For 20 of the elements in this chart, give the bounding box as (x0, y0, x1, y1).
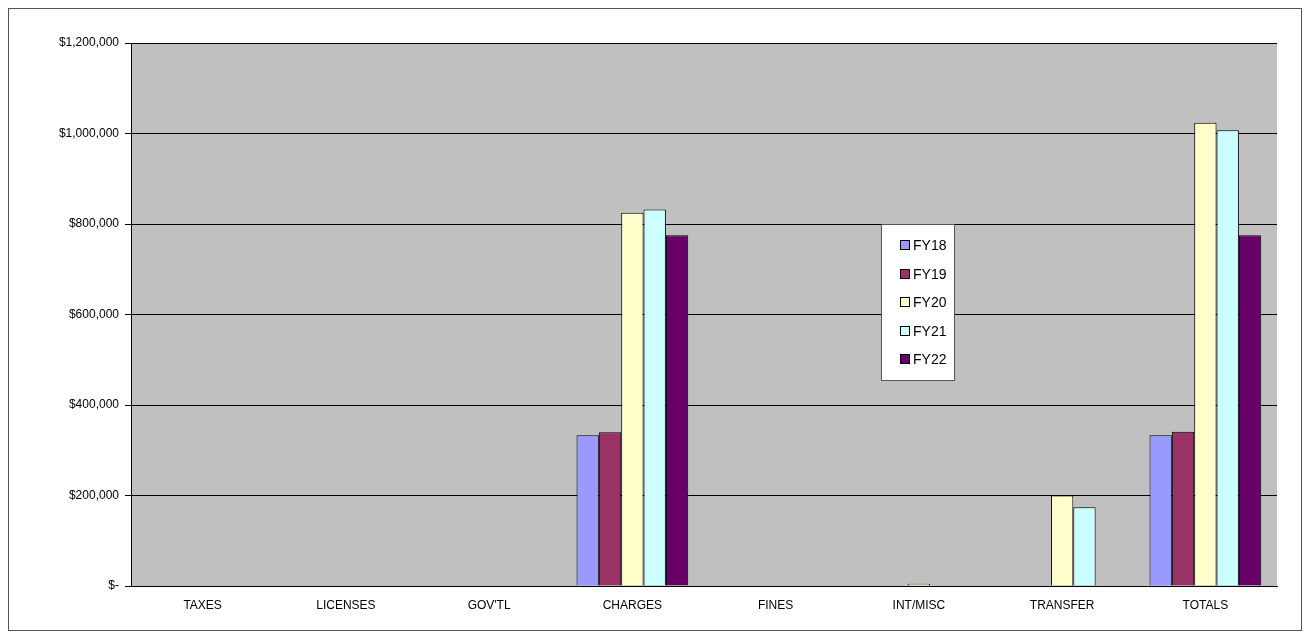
y-tick-label: $- (108, 578, 119, 593)
legend-label: FY18 (913, 236, 947, 255)
y-tick-label: $800,000 (68, 216, 120, 231)
x-tick-label: TOTALS (1182, 597, 1229, 612)
y-tick-label: $600,000 (68, 306, 120, 321)
y-tick-label: $1,000,000 (58, 125, 120, 140)
y-tick-label: $400,000 (68, 397, 120, 412)
x-tick-label: CHARGES (602, 597, 663, 612)
legend-label: FY19 (913, 264, 947, 284)
y-tick-label: $200,000 (68, 487, 120, 502)
x-tick-label: TAXES (183, 597, 222, 612)
x-tick-label: TRANSFER (1029, 597, 1095, 612)
x-tick-label: GOV'TL (467, 597, 511, 612)
legend-label: FY20 (913, 293, 947, 312)
y-tick-label: $1,200,000 (58, 35, 120, 50)
x-tick-label: FINES (757, 597, 794, 612)
x-tick-label: LICENSES (316, 597, 376, 612)
legend-label: FY22 (913, 350, 947, 369)
legend-label: FY21 (913, 321, 947, 341)
x-tick-label: INT/MISC (892, 597, 946, 612)
